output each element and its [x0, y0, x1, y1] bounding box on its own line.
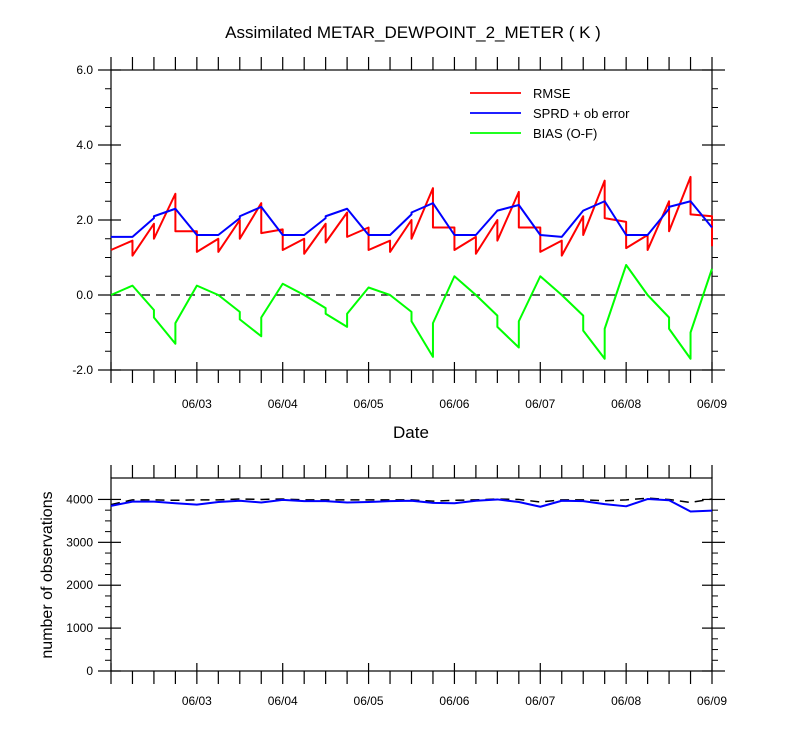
x-tick-label: 06/07 — [525, 694, 555, 708]
x-tick-label: 06/06 — [439, 397, 469, 411]
bottom-tick-marks — [98, 465, 725, 684]
y-tick-label: 3000 — [66, 535, 93, 549]
top-x-tick-labels: 06/03 06/04 06/05 06/06 06/07 06/08 06/09 — [182, 397, 727, 411]
x-tick-label: 06/04 — [268, 397, 298, 411]
x-tick-label: 06/05 — [354, 694, 384, 708]
y-axis-label: number of observations — [39, 491, 56, 658]
rmse-line — [110, 175, 713, 257]
y-tick-label: 4000 — [66, 492, 93, 506]
legend: RMSE SPRD + ob error BIAS (O-F) — [470, 86, 630, 141]
x-tick-label: 06/07 — [525, 397, 555, 411]
y-tick-label: 2000 — [66, 578, 93, 592]
x-tick-label: 06/08 — [611, 397, 641, 411]
x-axis-label: Date — [393, 423, 429, 442]
bottom-x-tick-labels: 06/03 06/04 06/05 06/06 06/07 06/08 06/09 — [182, 694, 727, 708]
y-tick-label: 2.0 — [76, 213, 93, 227]
x-tick-label: 06/08 — [611, 694, 641, 708]
top-panel: Assimilated METAR_DEWPOINT_2_METER ( K )… — [72, 23, 727, 442]
top-tick-marks — [98, 57, 725, 383]
bias-line — [110, 264, 713, 360]
spread-line — [111, 200, 713, 238]
x-tick-label: 06/04 — [268, 694, 298, 708]
bottom-plot-frame — [110, 477, 713, 672]
x-tick-label: 06/06 — [439, 694, 469, 708]
x-tick-label: 06/03 — [182, 397, 212, 411]
x-tick-label: 06/09 — [697, 694, 727, 708]
x-tick-label: 06/03 — [182, 694, 212, 708]
chart-title: Assimilated METAR_DEWPOINT_2_METER ( K ) — [225, 23, 601, 42]
legend-label: RMSE — [533, 86, 571, 101]
y-tick-label: -2.0 — [72, 363, 93, 377]
y-tick-label: 4.0 — [76, 138, 93, 152]
x-tick-label: 06/09 — [697, 397, 727, 411]
x-tick-label: 06/05 — [354, 397, 384, 411]
top-series-lines — [110, 175, 713, 360]
y-tick-label: 1000 — [66, 621, 93, 635]
bottom-y-tick-labels: 0 1000 2000 3000 4000 — [66, 492, 93, 678]
y-tick-label: 0.0 — [76, 288, 93, 302]
y-tick-label: 6.0 — [76, 63, 93, 77]
top-y-tick-labels: -2.0 0.0 2.0 4.0 6.0 — [72, 63, 93, 377]
y-tick-label: 0 — [86, 664, 93, 678]
legend-label: SPRD + ob error — [533, 106, 630, 121]
bottom-series-lines — [110, 497, 713, 513]
assimilated-obs-line — [110, 498, 713, 513]
legend-label: BIAS (O-F) — [533, 126, 597, 141]
